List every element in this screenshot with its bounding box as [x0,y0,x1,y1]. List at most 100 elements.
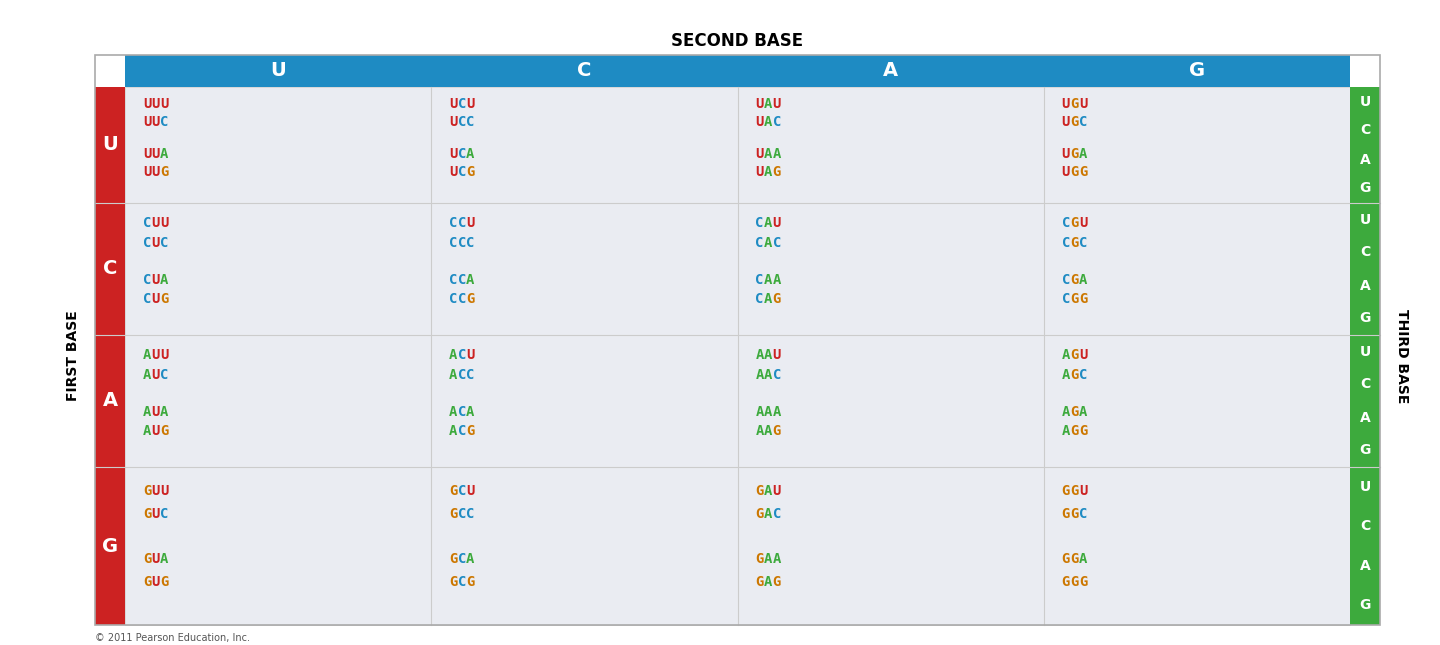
Text: C: C [772,508,780,521]
Text: A: A [1079,147,1087,161]
Text: G: G [1070,348,1079,362]
Text: U: U [449,164,458,179]
Text: G: G [1070,273,1079,286]
Text: U: U [1359,480,1371,494]
Text: G: G [1070,484,1079,498]
Bar [431,87,737,203]
Text: U: U [160,484,168,498]
Text: C: C [772,115,780,129]
Text: U: U [143,164,151,179]
Text: C: C [1359,246,1369,259]
Text: A: A [756,424,763,439]
Text: G: G [772,424,780,439]
Text: G: G [143,484,151,498]
Bar [1044,335,1351,467]
Text: G: G [1061,575,1070,590]
Bar [95,335,125,467]
Text: A: A [143,404,151,419]
Text: A: A [765,551,772,566]
Text: A: A [1359,559,1371,573]
Text: U: U [160,216,168,230]
Text: U: U [151,97,160,112]
Text: C: C [458,273,467,286]
Text: U: U [143,147,151,161]
Text: U: U [151,424,160,439]
Text: A: A [102,392,118,410]
Text: A: A [160,273,168,286]
Text: A: A [765,508,772,521]
Text: G: G [143,551,151,566]
Text: A: A [1061,368,1070,382]
Text: U: U [756,164,763,179]
Text: C: C [1359,123,1369,137]
Text: C: C [458,348,467,362]
Bar [95,203,125,335]
Text: C: C [143,292,151,306]
Text: U: U [160,97,168,112]
Text: G: G [756,484,763,498]
Text: U: U [1359,344,1371,359]
Text: C: C [160,235,168,250]
Text: U: U [151,115,160,129]
Text: C: C [577,61,592,81]
Text: A: A [1359,152,1371,166]
Text: A: A [449,348,458,362]
Text: G: G [1359,599,1371,612]
Text: C: C [772,235,780,250]
Text: C: C [756,292,763,306]
Text: G: G [449,508,458,521]
Text: C: C [467,235,475,250]
Text: C: C [458,292,467,306]
Text: C: C [467,508,475,521]
Text: C: C [143,235,151,250]
Text: A: A [765,404,772,419]
Text: G: G [1079,575,1087,590]
Text: C: C [1061,273,1070,286]
Text: G: G [160,424,168,439]
Text: A: A [449,404,458,419]
Text: A: A [160,147,168,161]
Text: G: G [1070,147,1079,161]
Text: G: G [1070,235,1079,250]
Text: G: G [756,551,763,566]
Bar [737,467,1044,625]
Text: G: G [772,164,780,179]
Text: A: A [1061,424,1070,439]
Text: A: A [772,273,780,286]
Text: C: C [143,273,151,286]
Text: A: A [765,115,772,129]
Text: U: U [467,97,475,112]
Text: C: C [1061,235,1070,250]
Text: C: C [458,551,467,566]
Text: A: A [1079,551,1087,566]
Bar [431,467,737,625]
Text: A: A [772,147,780,161]
Text: A: A [883,61,899,81]
Text: C: C [458,235,467,250]
Bar [1044,87,1351,203]
Text: A: A [143,424,151,439]
Bar [1351,467,1380,625]
Text: C: C [160,508,168,521]
Text: A: A [1061,404,1070,419]
Text: A: A [772,551,780,566]
Text: G: G [1070,551,1079,566]
Text: C: C [143,216,151,230]
Text: U: U [151,551,160,566]
Text: C: C [1061,292,1070,306]
Text: C: C [102,259,117,279]
Text: U: U [756,147,763,161]
Text: C: C [449,216,458,230]
Text: G: G [467,424,475,439]
Text: G: G [160,292,168,306]
Text: C: C [458,508,467,521]
Text: G: G [1189,61,1205,81]
Text: G: G [449,551,458,566]
Text: G: G [1070,424,1079,439]
Text: C: C [467,115,475,129]
Text: U: U [449,97,458,112]
Text: A: A [765,348,772,362]
Text: G: G [1070,97,1079,112]
Text: U: U [151,348,160,362]
Text: A: A [765,147,772,161]
